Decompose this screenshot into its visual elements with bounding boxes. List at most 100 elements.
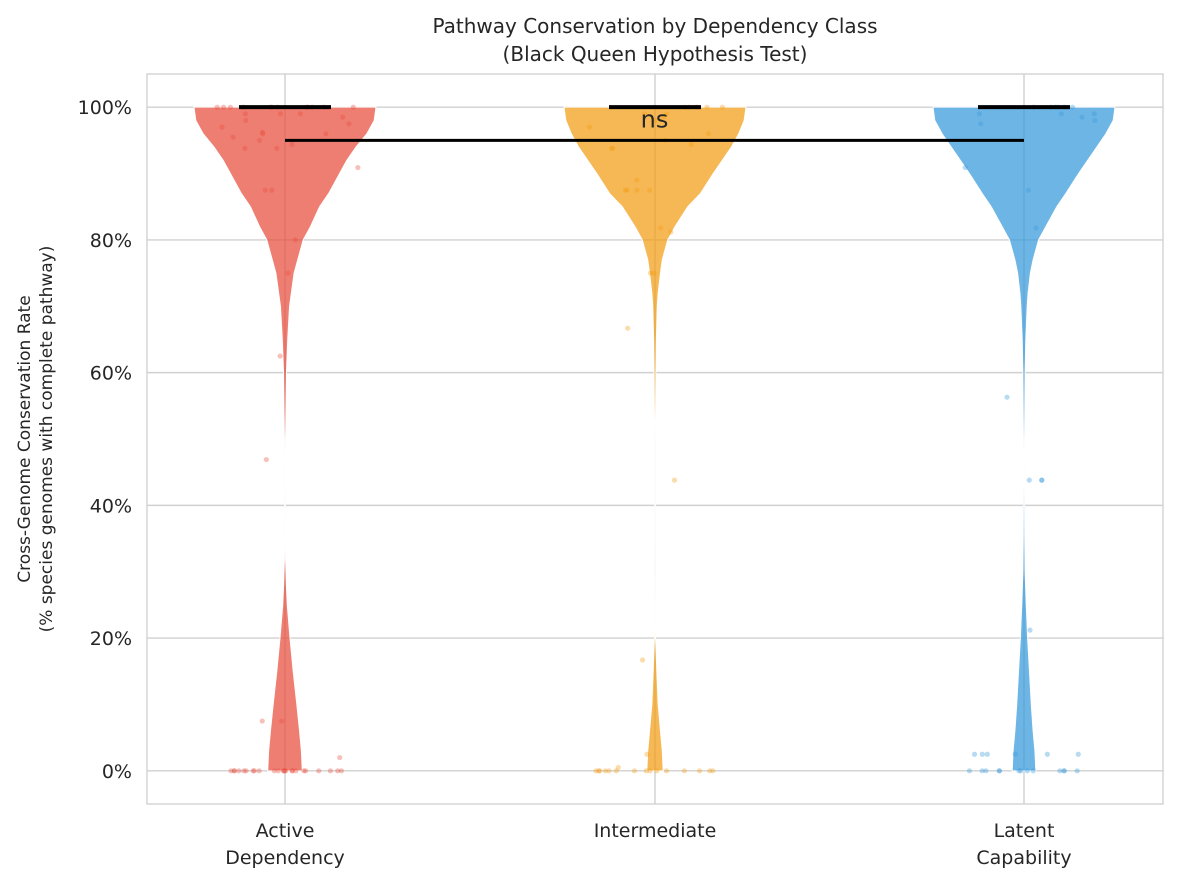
data-point: [303, 768, 309, 774]
data-point: [242, 111, 249, 117]
data-point: [644, 751, 650, 757]
data-point: [660, 114, 667, 120]
chart-title: Pathway Conservation by Dependency Class: [432, 14, 877, 38]
data-point: [251, 768, 257, 774]
data-point: [707, 768, 713, 774]
data-point: [219, 124, 225, 130]
data-point: [710, 768, 716, 774]
data-point: [289, 768, 295, 774]
data-point: [624, 187, 630, 193]
data-point: [597, 768, 603, 774]
data-point: [1039, 477, 1045, 483]
data-point: [256, 137, 263, 143]
data-point: [647, 187, 653, 193]
data-point: [610, 145, 616, 151]
data-point: [634, 187, 640, 193]
data-point: [346, 121, 352, 127]
data-point: [355, 164, 361, 171]
data-point: [350, 104, 356, 110]
data-point: [292, 237, 298, 243]
violin-2: [932, 106, 1116, 772]
data-point: [1058, 111, 1064, 117]
y-axis-label-line2: (% species genomes with complete pathway…: [37, 246, 57, 633]
data-point: [643, 768, 649, 774]
data-point: [1027, 627, 1033, 633]
y-tick-label: 0%: [102, 761, 132, 783]
data-point: [704, 104, 710, 110]
data-point: [983, 768, 989, 774]
data-point: [271, 768, 277, 774]
data-point: [289, 141, 295, 147]
data-point: [1004, 394, 1010, 400]
data-point: [335, 768, 341, 774]
x-axis-ticks: Active Dependency Intermediate Latent Capabi…: [225, 820, 1071, 869]
data-point: [1074, 768, 1080, 774]
data-point: [971, 751, 978, 757]
data-point: [625, 325, 631, 331]
data-point: [277, 353, 283, 359]
data-point: [1079, 114, 1085, 120]
data-point: [269, 187, 275, 193]
data-point: [979, 751, 985, 757]
data-point: [281, 768, 287, 774]
data-point: [1061, 768, 1067, 774]
data-point: [228, 768, 234, 774]
data-point: [622, 187, 629, 193]
data-point: [696, 768, 703, 774]
y-axis-label: Cross-Genome Conservation Rate: [15, 295, 35, 582]
data-point: [230, 134, 236, 140]
data-point: [1016, 768, 1022, 774]
data-point: [639, 657, 646, 663]
data-point: [606, 768, 612, 774]
data-point: [259, 129, 266, 135]
y-tick-label: 40%: [90, 495, 132, 517]
data-point: [301, 768, 307, 774]
data-point: [227, 104, 234, 110]
data-point: [262, 187, 268, 193]
data-point: [327, 768, 334, 774]
x-tick-label: Active: [256, 820, 315, 842]
data-point: [651, 270, 657, 276]
data-point: [654, 768, 660, 774]
data-point: [962, 164, 968, 171]
data-point: [243, 117, 249, 124]
data-point: [996, 768, 1002, 774]
data-point: [719, 104, 726, 110]
data-point: [658, 225, 664, 231]
data-point: [1075, 751, 1081, 757]
data-point: [275, 768, 281, 774]
x-tick-label-line2: Capability: [976, 847, 1071, 869]
data-point: [688, 141, 694, 147]
data-point: [978, 121, 984, 127]
data-point: [1092, 117, 1098, 124]
data-point: [274, 145, 280, 151]
violins: [193, 106, 1116, 772]
data-point: [282, 768, 288, 774]
data-point: [243, 768, 249, 774]
data-point: [231, 768, 238, 774]
data-point: [297, 111, 304, 117]
data-point: [1069, 104, 1076, 110]
data-point: [289, 768, 295, 774]
data-point: [663, 768, 670, 774]
data-point: [259, 718, 265, 724]
data-point: [976, 111, 983, 117]
data-point: [586, 124, 593, 130]
data-point: [338, 768, 344, 774]
data-point: [647, 768, 653, 774]
data-point: [236, 768, 242, 774]
data-point: [1024, 768, 1030, 774]
data-point: [1025, 187, 1031, 193]
data-point: [705, 131, 712, 137]
data-point: [242, 145, 248, 151]
data-point: [613, 768, 619, 774]
data-point: [681, 768, 687, 774]
data-point: [1026, 477, 1032, 483]
y-tick-label: 80%: [90, 230, 132, 252]
y-tick-label: 20%: [90, 628, 132, 650]
data-point: [250, 768, 256, 774]
data-point: [641, 111, 648, 117]
data-point: [283, 768, 289, 774]
data-point: [1033, 225, 1039, 231]
